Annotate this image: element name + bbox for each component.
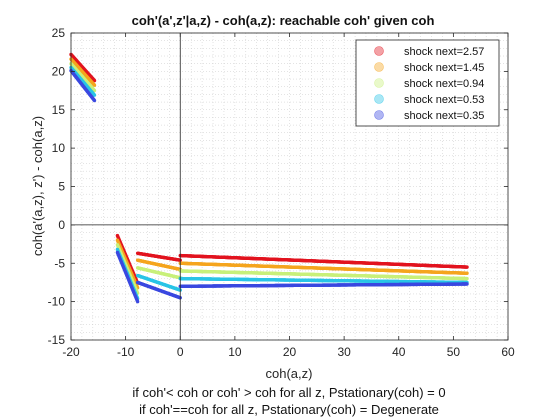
axis-ticks: [70, 32, 509, 341]
x-axis-label: coh(a,z): [266, 366, 313, 381]
legend-label: shock next=0.35: [404, 110, 484, 122]
legend-label: shock next=1.45: [404, 62, 484, 74]
y-tick-labels: -15 -10 -5 0 5 10 15 20 25: [48, 26, 66, 347]
data-point: [135, 299, 140, 304]
data-point: [92, 83, 97, 87]
data-points: [69, 52, 469, 304]
note-line-1: if coh'< coh or coh' > coh for all z, Ps…: [132, 385, 445, 400]
legend: shock next=2.57 shock next=1.45 shock next…: [355, 39, 500, 127]
data-point: [92, 88, 97, 93]
y-tick-label: 10: [52, 141, 66, 155]
y-tick-label: -5: [54, 256, 65, 270]
x-tick-label: 50: [447, 345, 461, 359]
x-tick-label: -20: [62, 345, 80, 359]
legend-marker: [374, 78, 384, 88]
legend-label: shock next=0.94: [404, 78, 484, 90]
legend-label: shock next=0.53: [404, 94, 484, 106]
x-tick-label: 20: [283, 345, 297, 359]
chart-title: coh'(a',z'|a,z) - coh(a,z): reachable co…: [132, 13, 435, 28]
minor-grid: [70, 32, 509, 341]
y-tick-label: 15: [52, 103, 66, 117]
x-tick-label: 10: [228, 345, 242, 359]
legend-marker: [374, 62, 384, 72]
series-5: [69, 68, 469, 304]
note-line-2: if coh'==coh for all z, Pstationary(coh)…: [139, 402, 439, 417]
x-tick-label: 60: [501, 345, 515, 359]
data-point: [92, 93, 97, 97]
legend-marker: [374, 94, 384, 104]
legend-marker: [374, 110, 384, 120]
y-tick-label: 0: [58, 218, 65, 232]
data-point: [465, 265, 469, 269]
legend-label: shock next=2.57: [404, 46, 484, 58]
data-point: [465, 276, 469, 281]
series-3: [69, 62, 469, 295]
legend-items: shock next=2.57 shock next=1.45 shock next…: [374, 46, 484, 122]
legend-marker: [374, 46, 384, 56]
x-tick-label: 30: [337, 345, 351, 359]
legend-box: [355, 39, 500, 127]
y-tick-label: -15: [48, 333, 66, 347]
y-tick-label: 20: [52, 64, 66, 78]
x-tick-label: 0: [177, 345, 184, 359]
y-tick-label: 5: [58, 180, 65, 194]
data-point: [92, 78, 97, 83]
x-tick-label: 40: [392, 345, 406, 359]
y-tick-label: 25: [52, 26, 66, 40]
data-point: [465, 271, 469, 275]
y-axis-label: coh(a'(a,z), z') - coh(a,z): [30, 116, 45, 256]
data-point: [92, 98, 97, 103]
x-tick-labels: -20 -10 0 10 20 30 40 50 60: [62, 345, 515, 359]
x-tick-label: -10: [117, 345, 135, 359]
y-tick-label: -10: [48, 295, 66, 309]
data-point: [465, 282, 469, 286]
